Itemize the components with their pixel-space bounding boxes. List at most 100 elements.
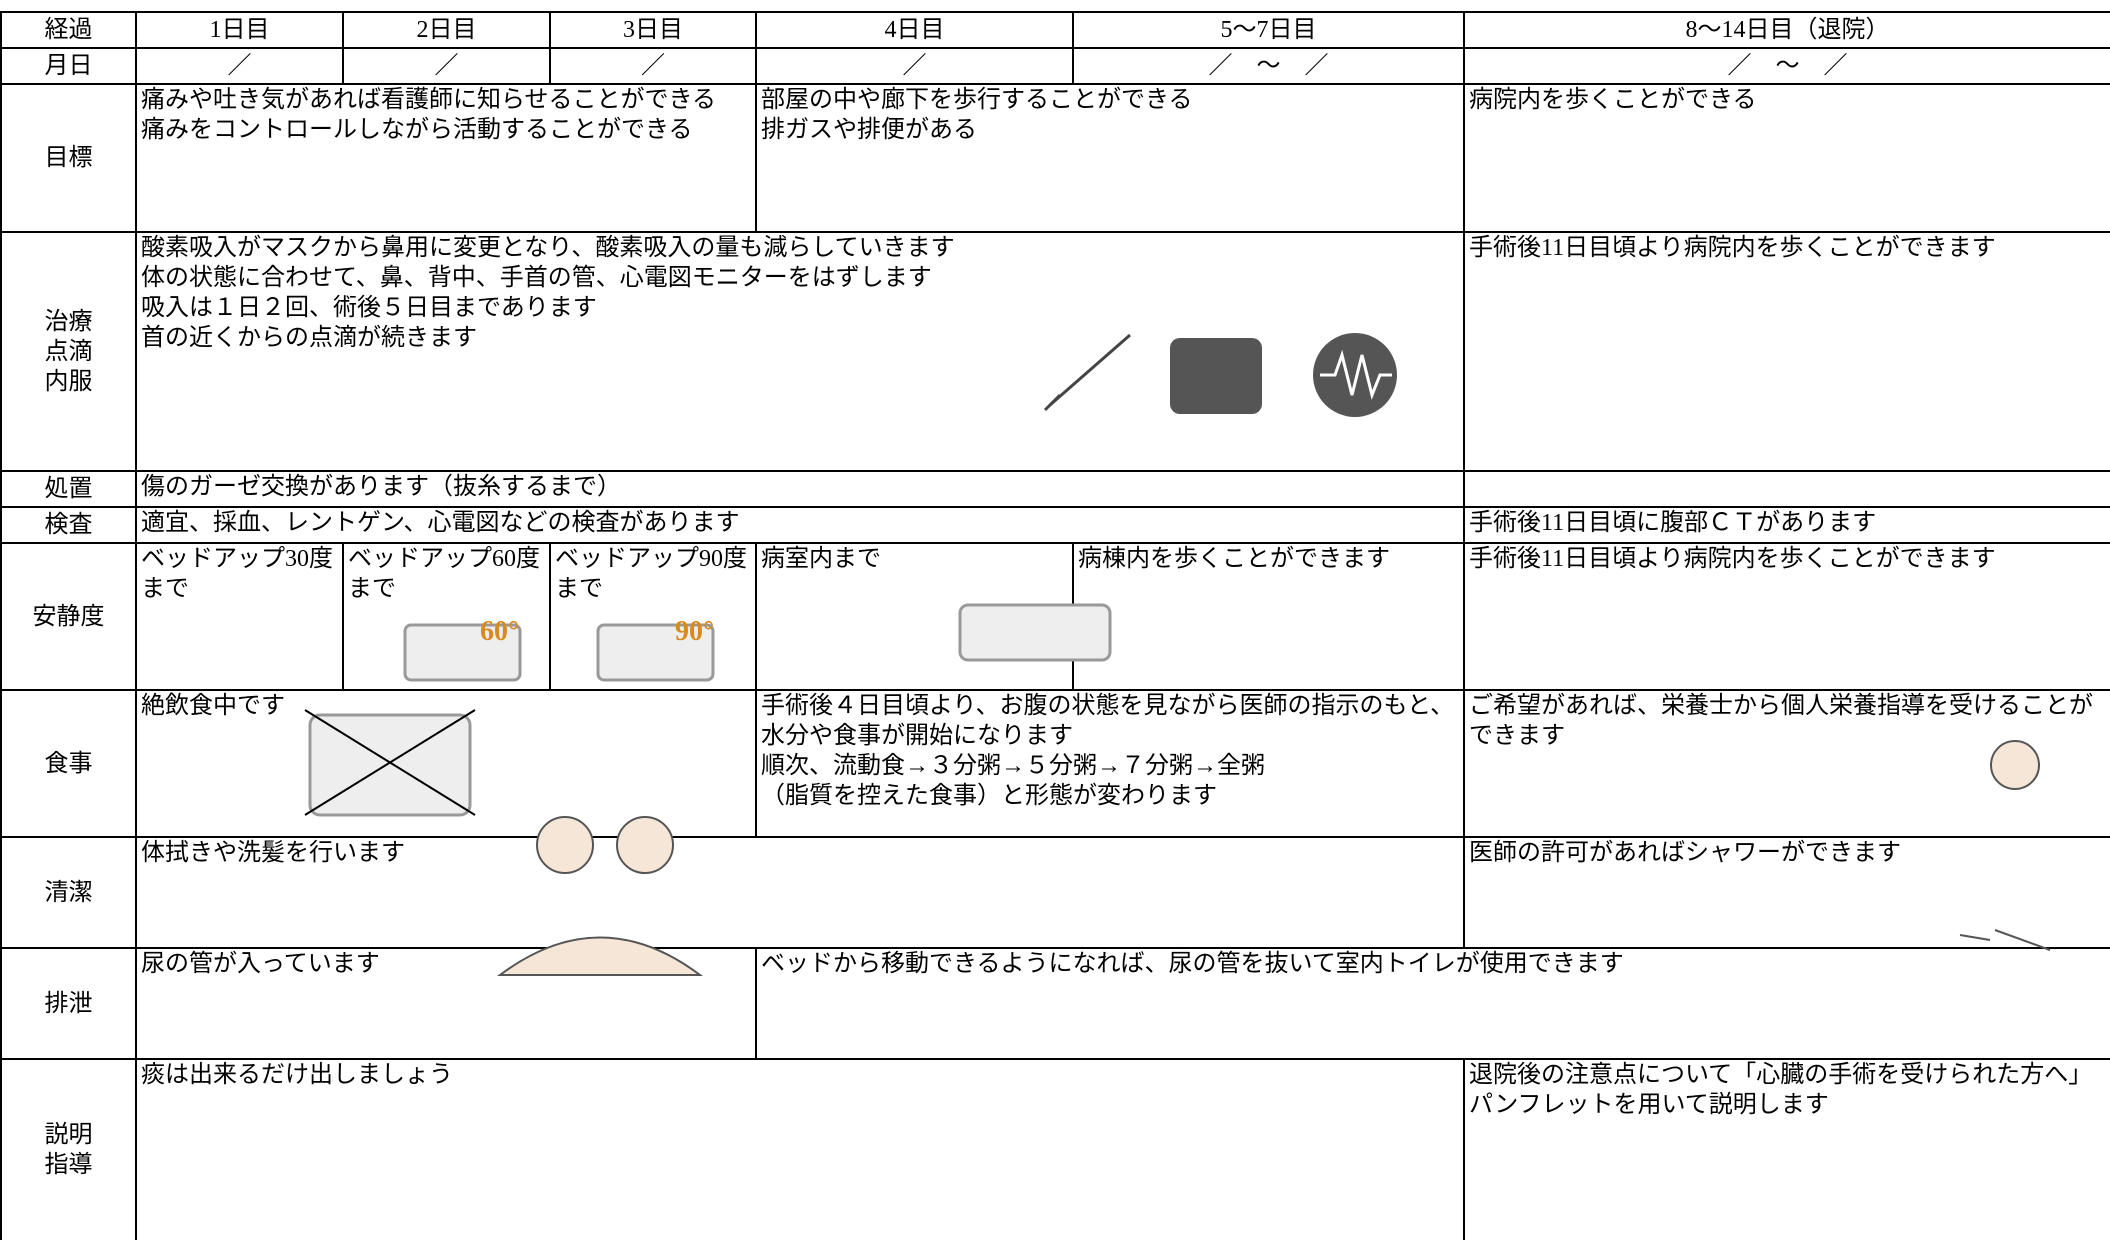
date-row: 月日／／／／／ ～ ／／ ～ ／ <box>0 47 2110 85</box>
plan-row: 処置 傷のガーゼ交換があります（抜糸するまで） <box>0 470 2110 508</box>
plan-cell: 病棟内を歩くことができます <box>1072 542 1465 691</box>
plan-cell: 手術後11日目頃に腹部ＣＴがあります <box>1463 506 2110 544</box>
date-cell: 月日 <box>0 47 137 85</box>
cell-text: （脂質を控えた食事）と形態が変わります <box>761 783 1217 809</box>
cell-text: 順次、流動食→３分粥→５分粥→７分粥→全粥 <box>761 753 1265 779</box>
row-label: 治療 点滴 内服 <box>0 231 137 472</box>
cell-text: 体の状態に合わせて、鼻、背中、手首の管、心電図モニターをはずします <box>141 265 932 291</box>
header-cell: 3日目 <box>549 11 757 49</box>
cell-text: 部屋の中や廊下を歩行することができる <box>761 87 1193 113</box>
cell-text: 排泄 <box>44 990 93 1017</box>
cell-text: 手術後11日目頃より病院内を歩くことができます <box>1469 546 1996 572</box>
cell-text: 安静度 <box>32 603 105 630</box>
cell-text: 痰は出来るだけ出しましょう <box>141 1062 453 1088</box>
plan-cell: ベッドから移動できるようになれば、尿の管を抜いて室内トイレが使用できます <box>755 947 2110 1060</box>
plan-cell: 手術後11日目頃より病院内を歩くことができます <box>1463 231 2110 472</box>
header-cell: 2日目 <box>342 11 551 49</box>
date-cell: ／ <box>549 47 757 85</box>
cell-text: ベッドアップ60度まで <box>348 546 540 602</box>
plan-row: 説明 指導 痰は出来るだけ出しましょう 退院後の注意点について「心臓の手術を受けられた… <box>0 1058 2110 1240</box>
cell-text: ご希望があれば、栄養士から個人栄養指導を受けることができます <box>1469 693 2093 749</box>
cell-text: 手術後４日目頃より、お腹の状態を見ながら医師の指示のもと、水分や食事が開始になり… <box>761 693 1455 749</box>
row-label: 排泄 <box>0 947 137 1060</box>
cell-text: 痛みや吐き気があれば看護師に知らせることができる <box>141 87 717 113</box>
cell-text: ベッドから移動できるようになれば、尿の管を抜いて室内トイレが使用できます <box>761 951 1624 977</box>
plan-cell: ベッドアップ60度まで <box>342 542 551 691</box>
plan-cell: 体拭きや洗髪を行います <box>135 836 1465 949</box>
plan-cell: 手術後４日目頃より、お腹の状態を見ながら医師の指示のもと、水分や食事が開始になり… <box>755 689 1465 838</box>
cell-text: 処置 <box>44 476 93 502</box>
cell-text: 尿の管が入っています <box>141 951 380 977</box>
plan-row: 排泄 尿の管が入っています ベッドから移動できるようになれば、尿の管を抜いて室内トイ… <box>0 947 2110 1060</box>
row-label: 目標 <box>0 83 137 233</box>
cell-text: ベッドアップ90度まで <box>555 546 747 602</box>
plan-cell: 絶飲食中です <box>135 689 757 838</box>
plan-row: 治療 点滴 内服 酸素吸入がマスクから鼻用に変更となり、酸素吸入の量も減らしていきます… <box>0 231 2110 472</box>
cell-text: 病院内を歩くことができる <box>1469 87 1757 113</box>
cell-text: 検査 <box>44 512 93 538</box>
cell-text: 清潔 <box>44 879 93 906</box>
cell-text: 説明 <box>44 1122 93 1148</box>
cell-text: 病棟内を歩くことができます <box>1078 546 1390 572</box>
cell-text: 病室内まで <box>761 546 881 572</box>
row-label: 清潔 <box>0 836 137 949</box>
plan-cell: 医師の許可があればシャワーができます <box>1463 836 2110 949</box>
cell-text: 点滴 <box>44 338 93 365</box>
plan-cell <box>1463 470 2110 508</box>
plan-cell: 尿の管が入っています <box>135 947 757 1060</box>
plan-cell: 酸素吸入がマスクから鼻用に変更となり、酸素吸入の量も減らしていきます 体の状態に合… <box>135 231 1465 472</box>
plan-cell: 傷のガーゼ交換があります（抜糸するまで） <box>135 470 1465 508</box>
cell-text: 手術後11日目頃より病院内を歩くことができます <box>1469 235 1996 261</box>
cell-text: 酸素吸入がマスクから鼻用に変更となり、酸素吸入の量も減らしていきます <box>141 235 955 261</box>
cell-text: 絶飲食中です <box>141 693 285 719</box>
date-cell: ／ ～ ／ <box>1072 47 1465 85</box>
plan-cell: ベッドアップ30度まで <box>135 542 344 691</box>
date-cell: ／ <box>342 47 551 85</box>
row-label: 説明 指導 <box>0 1058 137 1240</box>
row-label: 処置 <box>0 470 137 508</box>
date-cell: ／ ～ ／ <box>1463 47 2110 85</box>
cell-text: 吸入は１日２回、術後５日目まであります <box>141 295 597 321</box>
plan-cell: 適宜、採血、レントゲン、心電図などの検査があります <box>135 506 1465 544</box>
plan-row: 食事 絶飲食中です 手術後４日目頃より、お腹の状態を見ながら医師の指示のもと、水分や… <box>0 689 2110 838</box>
header-cell: 8～14日目（退院） <box>1463 11 2110 49</box>
plan-cell: ご希望があれば、栄養士から個人栄養指導を受けることができます <box>1463 689 2110 838</box>
date-cell: ／ <box>135 47 344 85</box>
cell-text: 体拭きや洗髪を行います <box>141 840 405 866</box>
date-cell: ／ <box>755 47 1074 85</box>
header-row: 経過 1日目 2日目 3日目 4日目 5～7日目 8～14日目（退院） <box>0 11 2110 49</box>
cell-text: 食事 <box>44 750 93 777</box>
cell-text: 排ガスや排便がある <box>761 117 977 143</box>
cell-text: 医師の許可があればシャワーができます <box>1469 840 1901 866</box>
cell-text: 指導 <box>44 1152 93 1178</box>
care-plan-table: 経過 1日目 2日目 3日目 4日目 5～7日目 8～14日目（退院） 月日／／／／／ ～ ／… <box>0 11 2110 1240</box>
plan-cell: 手術後11日目頃より病院内を歩くことができます <box>1463 542 2110 691</box>
plan-cell: 部屋の中や廊下を歩行することができる 排ガスや排便がある <box>755 83 1465 233</box>
cell-text: 傷のガーゼ交換があります（抜糸するまで） <box>141 474 621 500</box>
plan-cell: 痰は出来るだけ出しましょう <box>135 1058 1465 1240</box>
plan-cell: 退院後の注意点について「心臓の手術を受けられた方へ」パンフレットを用いて説明しま… <box>1463 1058 2110 1240</box>
cell-text: 退院後の注意点について「心臓の手術を受けられた方へ」パンフレットを用いて説明しま… <box>1469 1062 2093 1118</box>
plan-cell: ベッドアップ90度まで <box>549 542 757 691</box>
cell-text: 痛みをコントロールしながら活動することができる <box>141 117 693 143</box>
cell-text: ベッドアップ30度まで <box>141 546 333 602</box>
plan-row: 安静度 ベッドアップ30度まで ベッドアップ60度まで ベッドアップ90度まで 病室内ま… <box>0 542 2110 691</box>
header-cell: 4日目 <box>755 11 1074 49</box>
header-cell: 経過 <box>0 11 137 49</box>
header-cell: 1日目 <box>135 11 344 49</box>
row-label: 安静度 <box>0 542 137 691</box>
header-cell: 5～7日目 <box>1072 11 1465 49</box>
plan-cell: 病院内を歩くことができる <box>1463 83 2110 233</box>
cell-text: 適宜、採血、レントゲン、心電図などの検査があります <box>141 510 740 536</box>
cell-text: 目標 <box>44 145 93 171</box>
plan-row: 目標 痛みや吐き気があれば看護師に知らせることができる 痛みをコントロールしながら活… <box>0 83 2110 233</box>
plan-cell: 病室内まで <box>755 542 1074 691</box>
cell-text: 手術後11日目頃に腹部ＣＴがあります <box>1469 510 1877 536</box>
row-label: 検査 <box>0 506 137 544</box>
cell-text: 首の近くからの点滴が続きます <box>141 325 477 351</box>
cell-text: 内服 <box>44 368 93 395</box>
plan-cell: 痛みや吐き気があれば看護師に知らせることができる 痛みをコントロールしながら活動す… <box>135 83 757 233</box>
plan-row: 検査 適宜、採血、レントゲン、心電図などの検査があります 手術後11日目頃に腹部ＣＴ… <box>0 506 2110 544</box>
plan-row: 清潔 体拭きや洗髪を行います 医師の許可があればシャワーができます <box>0 836 2110 949</box>
